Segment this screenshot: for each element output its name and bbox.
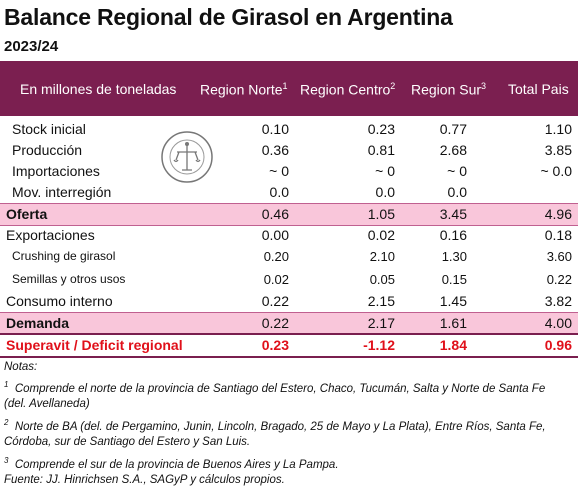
- source-note: Fuente: JJ. Hinrichsen S.A., SAGyP y cál…: [4, 474, 285, 486]
- col-header-total-pais: Total Pais: [508, 81, 569, 97]
- unit-label: En millones de toneladas: [20, 81, 177, 97]
- table-row-consumo-interno: Consumo interno 0.22 2.15 1.45 3.82: [6, 293, 572, 309]
- notes-heading: Notas:: [4, 361, 38, 373]
- col-header-region-centro: Region Centro2: [300, 81, 396, 98]
- table-row-oferta: Oferta 0.46 1.05 3.45 4.96: [0, 203, 578, 226]
- table-row-crushing: Crushing de girasol 0.20 2.10 1.30 3.60: [12, 249, 572, 264]
- table-row-exportaciones: Exportaciones 0.00 0.02 0.16 0.18: [6, 227, 572, 243]
- table-header: En millones de toneladas Region Norte1 R…: [0, 63, 578, 116]
- table-row-mov-interregion: Mov. interregión 0.0 0.0 0.0: [12, 184, 467, 200]
- table-row-superavit-deficit: Superavit / Deficit regional 0.23 -1.12 …: [6, 337, 572, 353]
- col-header-region-sur: Region Sur3: [411, 81, 487, 98]
- divider: [0, 356, 578, 358]
- note-1: 1 Comprende el norte de la provincia de …: [4, 380, 546, 395]
- page-subtitle: 2023/24: [4, 38, 59, 55]
- note-2: 2 Norte de BA (del. de Pergamino, Junin,…: [4, 418, 546, 433]
- table-row-semillas: Semillas y otros usos 0.02 0.05 0.15 0.2…: [12, 272, 572, 287]
- bcr-seal-icon: [161, 131, 213, 183]
- table-row-demanda: Demanda 0.22 2.17 1.61 4.00: [0, 312, 578, 335]
- table-row-importaciones: Importaciones ~ 0 ~ 0 ~ 0 ~ 0.0: [12, 163, 572, 179]
- page-title: Balance Regional de Girasol en Argentina: [4, 4, 453, 30]
- col-header-region-norte: Region Norte1: [200, 81, 288, 98]
- table-row-stock-inicial: Stock inicial 0.10 0.23 0.77 1.10: [12, 121, 572, 137]
- divider: [0, 61, 578, 63]
- table-row-produccion: Producción 0.36 0.81 2.68 3.85: [12, 142, 572, 158]
- divider: [0, 333, 578, 335]
- note-3: 3 Comprende el sur de la provincia de Bu…: [4, 456, 339, 471]
- note-1-cont: (del. Avellaneda): [4, 398, 90, 410]
- note-2-cont: Córdoba, sur de Santiago del Estero y Sa…: [4, 436, 251, 448]
